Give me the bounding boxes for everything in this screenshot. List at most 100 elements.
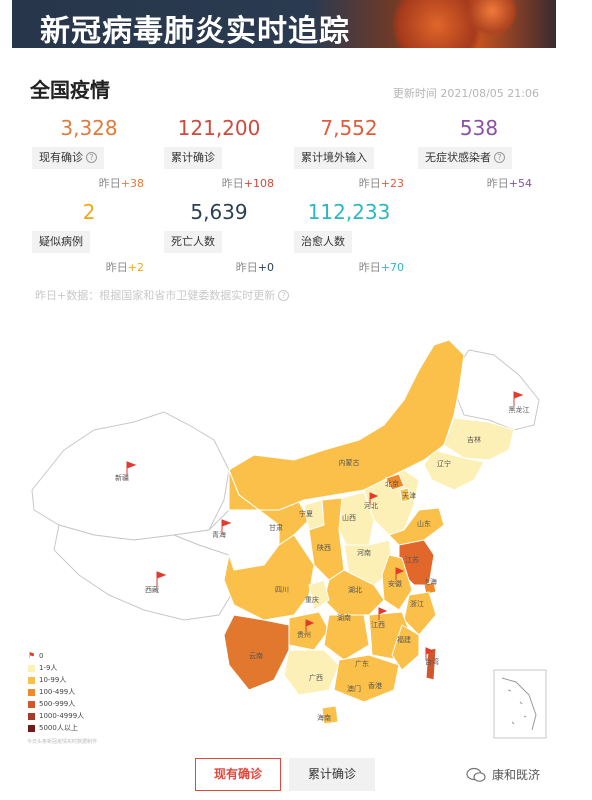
tab-current-confirmed[interactable]: 现有确诊 bbox=[195, 758, 281, 791]
flag-icon bbox=[513, 391, 524, 406]
stat-delta: 昨日+108 bbox=[221, 177, 274, 190]
province-label: 河北 bbox=[364, 502, 378, 510]
legend-item: ⚑ 0 bbox=[28, 651, 44, 661]
province-jilin[interactable] bbox=[443, 417, 515, 461]
update-time: 更新时间 2021/08/05 21:06 bbox=[392, 87, 539, 100]
province-yunnan[interactable] bbox=[223, 614, 290, 691]
province-label: 云南 bbox=[249, 651, 263, 660]
wechat-icon bbox=[466, 767, 486, 782]
province-hainan[interactable] bbox=[321, 705, 339, 725]
province-label: 澳门 bbox=[347, 684, 361, 693]
stat-suspected: 2 疑似病例 昨日+2 bbox=[24, 200, 154, 275]
stat-delta: 昨日+38 bbox=[98, 177, 144, 190]
province-taiwan[interactable] bbox=[425, 647, 437, 681]
legend-item: 5000人以上 bbox=[28, 722, 84, 734]
province-guangdong[interactable] bbox=[333, 654, 400, 703]
help-icon[interactable]: ? bbox=[494, 152, 505, 163]
province-anhui[interactable] bbox=[381, 554, 413, 611]
stat-delta: 昨日+70 bbox=[358, 261, 404, 274]
stat-label: 死亡人数 bbox=[164, 231, 222, 253]
stat-current-confirmed: 3,328 现有确诊? 昨日+38 bbox=[24, 116, 154, 191]
province-label: 河南 bbox=[357, 548, 371, 557]
help-icon[interactable]: ? bbox=[86, 152, 97, 163]
province-label: 江西 bbox=[371, 621, 385, 629]
stat-value: 538 bbox=[459, 116, 499, 140]
stat-delta: 昨日+2 bbox=[105, 261, 144, 274]
help-icon[interactable]: ? bbox=[278, 290, 290, 301]
province-label: 天津 bbox=[402, 492, 416, 500]
province-shanghai[interactable] bbox=[423, 581, 437, 595]
province-heilongjiang[interactable] bbox=[453, 349, 540, 431]
province-hubei[interactable] bbox=[323, 569, 385, 616]
flag-icon bbox=[221, 519, 232, 534]
stat-value: 5,639 bbox=[190, 200, 248, 224]
province-label: 山东 bbox=[417, 519, 431, 528]
stat-asymptomatic: 538 无症状感染者? 昨日+54 bbox=[414, 116, 544, 191]
province-sichuan[interactable] bbox=[223, 534, 315, 621]
province-tianjin[interactable] bbox=[399, 487, 411, 503]
stat-total-confirmed: 121,200 累计确诊 昨日+108 bbox=[154, 116, 284, 191]
province-label: 广西 bbox=[309, 673, 323, 682]
legend-item: 500-999人 bbox=[28, 698, 84, 710]
province-label: 西藏 bbox=[145, 585, 159, 594]
stat-value: 121,200 bbox=[177, 116, 261, 140]
flag-icon bbox=[425, 647, 435, 660]
stat-delta: 昨日+0 bbox=[235, 261, 274, 274]
province-label: 山西 bbox=[342, 513, 356, 522]
stat-label: 累计境外输入 bbox=[294, 147, 374, 169]
province-zhejiang[interactable] bbox=[403, 591, 437, 636]
update-note: 昨日+数据：根据国家和省市卫健委数据实时更新? bbox=[35, 287, 290, 303]
flag-icon bbox=[395, 567, 405, 580]
province-label: 辽宁 bbox=[437, 459, 451, 468]
stat-value: 7,552 bbox=[320, 116, 378, 140]
province-label: 内蒙古 bbox=[339, 458, 360, 467]
province-label: 吉林 bbox=[467, 435, 481, 444]
flag-icon bbox=[305, 619, 315, 632]
province-label: 四川 bbox=[275, 586, 289, 594]
legend-item: 10-99人 bbox=[28, 674, 84, 686]
south-china-sea-inset bbox=[493, 669, 547, 739]
banner-title: 新冠病毒肺炎实时追踪 bbox=[40, 14, 350, 48]
province-label: 黑龙江 bbox=[509, 405, 530, 414]
province-tibet[interactable] bbox=[53, 524, 235, 621]
province-label: 青海 bbox=[212, 530, 226, 539]
stat-value: 112,233 bbox=[307, 200, 391, 224]
province-chongqing[interactable] bbox=[308, 579, 330, 611]
stat-label: 疑似病例 bbox=[32, 231, 90, 253]
province-label: 北京 bbox=[385, 479, 399, 488]
stat-label: 治愈人数 bbox=[294, 231, 352, 253]
flag-icon bbox=[126, 461, 137, 476]
map-legend: ⚑ 0 1-9人 10-99人 100-499人 500-999人 1000-49… bbox=[28, 650, 84, 734]
banner: 新冠病毒肺炎实时追踪 bbox=[12, 0, 556, 48]
province-liaoning[interactable] bbox=[423, 449, 485, 491]
stat-recovered: 112,233 治愈人数 昨日+70 bbox=[284, 200, 414, 275]
province-fujian[interactable] bbox=[391, 624, 420, 671]
province-label: 江苏 bbox=[405, 555, 419, 564]
province-beijing[interactable] bbox=[385, 473, 405, 491]
province-label: 台湾 bbox=[425, 657, 439, 666]
flag-icon bbox=[369, 492, 379, 505]
legend-item: 1000-4999人 bbox=[28, 710, 84, 722]
map-source: 今日头条新冠疫情实时数据制作 bbox=[27, 739, 98, 745]
stat-deaths: 5,639 死亡人数 昨日+0 bbox=[154, 200, 284, 275]
legend-item: 1-9人 bbox=[28, 662, 84, 674]
province-label: 宁夏 bbox=[299, 509, 313, 518]
tab-total-confirmed[interactable]: 累计确诊 bbox=[289, 758, 375, 791]
province-label: 陕西 bbox=[317, 543, 331, 552]
flag-icon bbox=[378, 607, 388, 620]
province-guangxi[interactable] bbox=[283, 649, 340, 696]
province-inner-mongolia[interactable] bbox=[228, 339, 465, 511]
stat-delta: 昨日+23 bbox=[358, 177, 404, 190]
province-xinjiang[interactable] bbox=[31, 411, 230, 541]
province-hunan[interactable] bbox=[323, 614, 370, 661]
province-label: 重庆 bbox=[305, 595, 319, 604]
province-label: 广东 bbox=[355, 659, 369, 668]
province-label: 新疆 bbox=[115, 473, 129, 482]
province-gansu[interactable] bbox=[228, 469, 310, 546]
province-label: 湖北 bbox=[348, 585, 362, 594]
stat-label: 累计确诊 bbox=[164, 147, 222, 169]
stat-delta: 昨日+54 bbox=[486, 177, 532, 190]
